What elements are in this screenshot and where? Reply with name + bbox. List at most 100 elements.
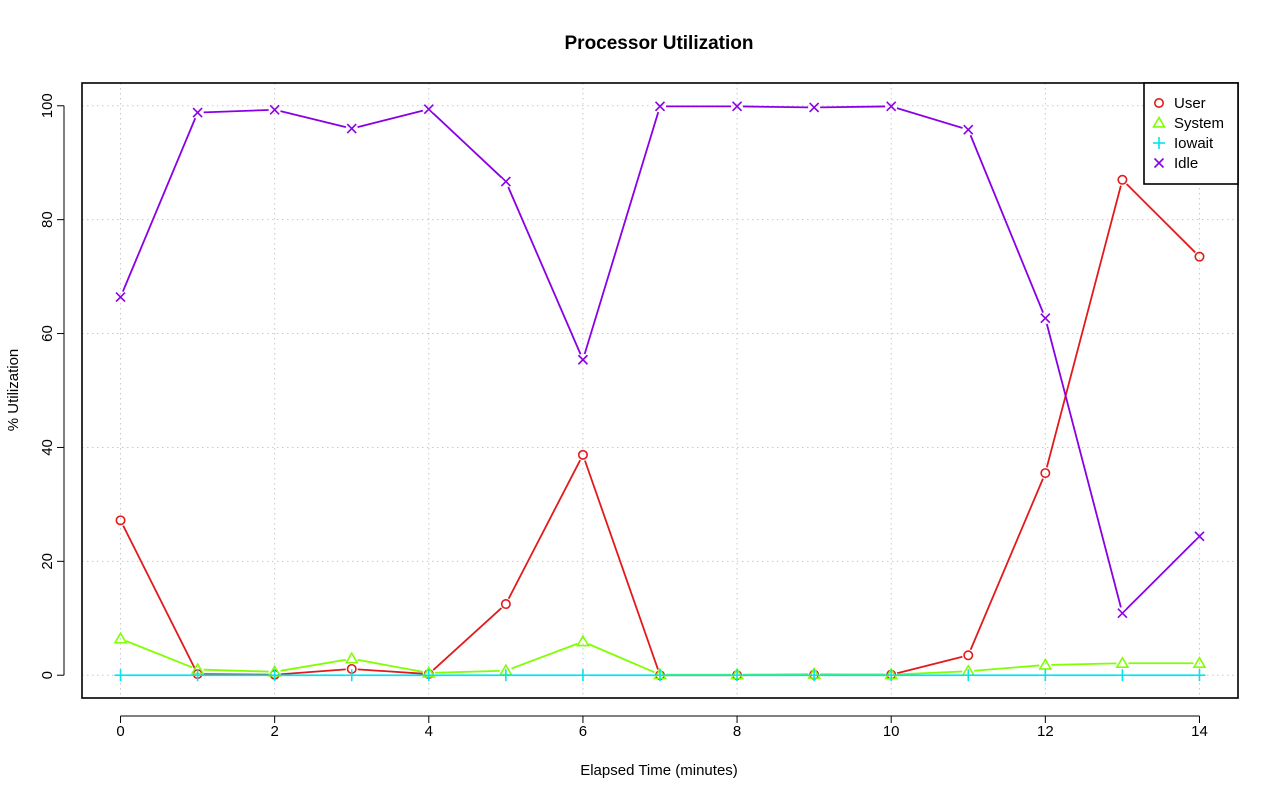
data-point-iowait (345, 669, 358, 682)
legend-marker-iowait (1153, 137, 1165, 149)
series-system-segment (1051, 662, 1117, 666)
x-tick-label: 6 (579, 723, 587, 740)
data-point-user (1117, 174, 1128, 185)
data-point-idle (346, 123, 357, 134)
data-point-idle (1194, 531, 1205, 542)
series-user-segment (357, 668, 423, 675)
data-point-user (577, 449, 588, 460)
data-point-iowait (576, 669, 589, 682)
axes: 0 2 4 6 8 10 12 14 0 20 40 60 80 100 (39, 82, 1239, 740)
y-tick-label: 20 (39, 553, 56, 570)
data-point-idle (423, 104, 434, 115)
series-user-segment (507, 459, 581, 600)
series-user-segment (896, 655, 963, 675)
data-point-system (344, 651, 359, 664)
data-point-user (1040, 468, 1051, 479)
data-point-system (1038, 657, 1053, 670)
data-point-system (576, 634, 590, 647)
series-system-segment (974, 664, 1040, 672)
series-user (115, 174, 1205, 681)
series-layer (113, 101, 1207, 682)
series-idle-segment (1045, 323, 1122, 608)
data-point-iowait (654, 669, 666, 682)
series-idle-segment (122, 117, 197, 292)
series-idle-segment (583, 111, 660, 355)
y-axis-label: % Utilization (5, 349, 22, 432)
data-point-idle (809, 102, 820, 113)
legend-label-system: System (1174, 115, 1224, 132)
data-point-user (1194, 251, 1205, 262)
series-iowait (114, 669, 1206, 682)
series-idle-segment (896, 107, 963, 129)
data-point-idle (654, 101, 666, 112)
series-system-segment (434, 669, 500, 674)
data-point-system (1192, 656, 1207, 669)
legend-label-iowait: Iowait (1174, 135, 1214, 152)
data-point-iowait (114, 669, 127, 682)
data-point-iowait (422, 669, 435, 682)
y-tick-label: 0 (39, 671, 56, 679)
series-idle (115, 101, 1205, 619)
x-tick-label: 14 (1191, 723, 1208, 740)
series-idle-segment (1126, 539, 1196, 610)
series-idle-segment (820, 105, 886, 109)
series-idle-segment (280, 110, 347, 129)
data-point-user (963, 650, 974, 661)
legend: User System Iowait Idle (1143, 82, 1239, 185)
legend-box (1143, 82, 1239, 185)
series-user-segment (122, 525, 196, 670)
data-point-iowait (1193, 669, 1206, 682)
data-point-idle (192, 107, 203, 118)
data-point-idle (886, 101, 897, 112)
data-point-iowait (191, 669, 204, 682)
data-point-iowait (1039, 669, 1052, 682)
x-tick-label: 0 (116, 723, 124, 740)
series-system-segment (125, 640, 193, 669)
series-system-segment (511, 642, 578, 670)
data-point-iowait (808, 669, 821, 682)
data-point-system (1115, 656, 1130, 669)
data-point-idle (269, 104, 280, 115)
legend-marker-idle (1153, 157, 1165, 169)
data-point-idle (1040, 313, 1051, 324)
data-point-idle (115, 292, 126, 303)
series-idle-segment (969, 134, 1044, 313)
series-system-segment (280, 658, 346, 672)
data-point-system (113, 631, 128, 644)
data-point-iowait (962, 669, 975, 682)
data-point-idle (577, 354, 588, 365)
legend-marker-user (1154, 98, 1165, 109)
y-tick-label: 100 (39, 93, 56, 118)
y-tick-label: 60 (39, 325, 56, 342)
series-system-segment (588, 643, 655, 674)
data-point-iowait (268, 669, 281, 682)
series-idle-segment (507, 186, 582, 355)
series-system-segment (203, 668, 269, 673)
series-idle-segment (432, 112, 503, 179)
chart-title: Processor Utilization (565, 33, 754, 54)
y-tick-label: 40 (39, 439, 56, 456)
data-point-user (115, 515, 126, 526)
x-tick-label: 4 (425, 723, 433, 740)
series-idle-segment (743, 105, 809, 109)
data-point-idle (1117, 608, 1128, 619)
series-user-segment (584, 460, 659, 670)
data-point-iowait (1116, 669, 1129, 682)
series-user-segment (1045, 185, 1122, 468)
series-user-segment (432, 607, 503, 671)
series-user-segment (1126, 183, 1196, 254)
x-axis-label: Elapsed Time (minutes) (580, 762, 738, 779)
series-idle-segment (357, 109, 424, 128)
series-idle-segment (203, 109, 269, 114)
y-tick-label: 80 (39, 211, 56, 228)
data-point-user (500, 599, 511, 610)
legend-label-user: User (1174, 95, 1206, 112)
series-user-segment (969, 478, 1044, 651)
legend-label-idle: Idle (1174, 155, 1198, 172)
x-tick-label: 8 (733, 723, 741, 740)
x-tick-label: 10 (883, 723, 900, 740)
data-point-idle (732, 101, 743, 112)
data-point-idle (500, 176, 511, 187)
